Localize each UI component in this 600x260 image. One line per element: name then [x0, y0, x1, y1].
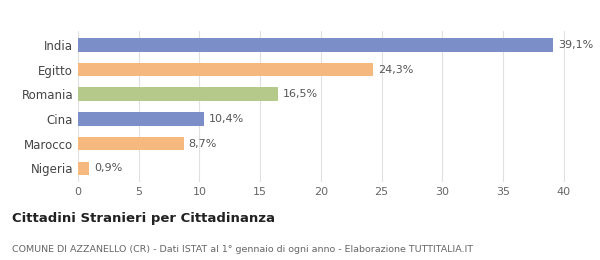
- Text: Cittadini Stranieri per Cittadinanza: Cittadini Stranieri per Cittadinanza: [12, 212, 275, 225]
- Bar: [78, 63, 373, 76]
- Text: 39,1%: 39,1%: [558, 40, 593, 50]
- Text: 8,7%: 8,7%: [188, 139, 217, 149]
- Bar: [78, 137, 184, 151]
- Text: COMUNE DI AZZANELLO (CR) - Dati ISTAT al 1° gennaio di ogni anno - Elaborazione : COMUNE DI AZZANELLO (CR) - Dati ISTAT al…: [12, 245, 473, 254]
- Text: 0,9%: 0,9%: [94, 163, 122, 173]
- Bar: [78, 161, 89, 175]
- Text: 24,3%: 24,3%: [378, 64, 413, 75]
- Bar: [78, 112, 205, 126]
- Legend: Asia, Africa, Europa: Asia, Africa, Europa: [210, 0, 444, 1]
- Bar: [78, 87, 278, 101]
- Text: 16,5%: 16,5%: [283, 89, 319, 99]
- Text: 10,4%: 10,4%: [209, 114, 244, 124]
- Bar: [78, 38, 553, 52]
